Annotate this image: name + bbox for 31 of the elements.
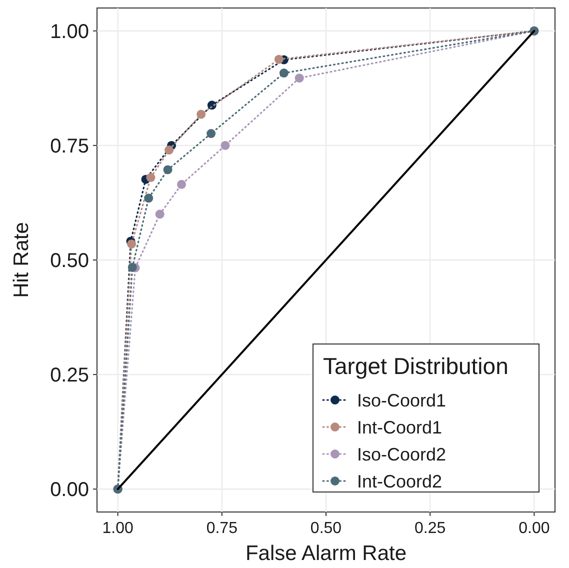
point: [220, 140, 230, 150]
point: [196, 110, 206, 119]
point: [163, 165, 172, 174]
point: [274, 54, 284, 64]
x-tick-label: 0.50: [310, 520, 342, 537]
legend-label: Int-Coord2: [357, 471, 442, 492]
point: [144, 194, 154, 203]
point: [128, 262, 137, 272]
x-tick-label: 0.75: [206, 520, 238, 537]
y-tick-label: 0.00: [50, 479, 89, 502]
legend-label: Iso-Coord2: [357, 444, 446, 464]
point: [294, 74, 304, 83]
point: [164, 146, 174, 155]
y-axis-title: Hit Rate: [10, 222, 33, 298]
legend-title: Target Distribution: [323, 353, 508, 379]
y-tick-label: 0.25: [50, 364, 89, 387]
x-tick-label: 1.00: [102, 520, 134, 537]
point: [206, 129, 216, 138]
legend-label: Int-Coord1: [357, 417, 442, 438]
point: [146, 173, 156, 182]
point: [279, 68, 288, 78]
x-axis-title: False Alarm Rate: [245, 542, 407, 565]
y-tick-label: 1.00: [50, 20, 89, 43]
point: [155, 210, 164, 219]
y-tick-label: 0.75: [50, 135, 89, 158]
legend-label: Iso-Coord1: [357, 390, 446, 410]
x-tick-label: 0.25: [414, 520, 446, 537]
point: [177, 180, 186, 189]
point: [127, 239, 136, 248]
y-tick-label: 0.50: [50, 250, 89, 272]
x-tick-label: 0.00: [518, 520, 550, 537]
